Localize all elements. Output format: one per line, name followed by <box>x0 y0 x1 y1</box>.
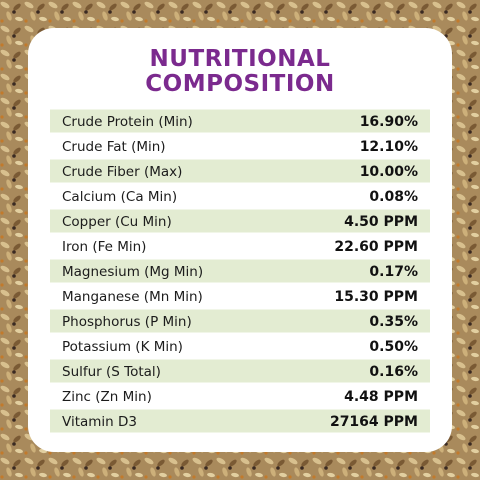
nutrient-value: 0.50% <box>369 339 418 355</box>
nutrient-value: 16.90% <box>360 114 418 130</box>
row-shade <box>50 309 430 333</box>
nutrient-name: Manganese (Mn Min) <box>62 289 203 305</box>
nutrient-value: 27164 PPM <box>330 414 418 430</box>
nutrient-name: Iron (Fe Min) <box>62 239 146 255</box>
nutrient-value: 4.48 PPM <box>344 389 418 405</box>
row-shade <box>50 109 430 133</box>
nutrient-value: 15.30 PPM <box>334 289 418 305</box>
nutrient-value: 12.10% <box>360 139 418 155</box>
row-shade <box>50 209 430 233</box>
row-shade <box>50 409 430 433</box>
row-shade <box>50 159 430 183</box>
nutrient-name: Phosphorus (P Min) <box>62 314 192 330</box>
row-shade <box>50 359 430 383</box>
nutrient-name: Magnesium (Mg Min) <box>62 264 203 280</box>
nutrient-value: 10.00% <box>360 164 418 180</box>
nutrition-table: Crude Protein (Min) 16.90% Crude Fat (Min)… <box>50 109 430 433</box>
nutrient-name: Calcium (Ca Min) <box>62 189 177 205</box>
nutrient-name: Vitamin D3 <box>62 414 137 430</box>
nutrient-name: Crude Fiber (Max) <box>62 164 182 180</box>
nutrient-name: Potassium (K Min) <box>62 339 183 355</box>
title-line: NUTRITIONAL <box>150 46 331 72</box>
nutrient-name: Crude Protein (Min) <box>62 114 193 130</box>
nutrient-value: 0.08% <box>369 189 418 205</box>
nutrient-value: 22.60 PPM <box>334 239 418 255</box>
title-line: COMPOSITION <box>145 71 334 97</box>
nutrient-value: 0.16% <box>369 364 418 380</box>
nutrient-name: Sulfur (S Total) <box>62 364 161 380</box>
nutrient-value: 0.35% <box>369 314 418 330</box>
nutrient-name: Zinc (Zn Min) <box>62 389 152 405</box>
nutrient-name: Copper (Cu Min) <box>62 214 172 230</box>
nutrient-name: Crude Fat (Min) <box>62 139 166 155</box>
card <box>28 28 452 452</box>
nutrient-value: 0.17% <box>369 264 418 280</box>
nutrient-value: 4.50 PPM <box>344 214 418 230</box>
row-shade <box>50 259 430 283</box>
